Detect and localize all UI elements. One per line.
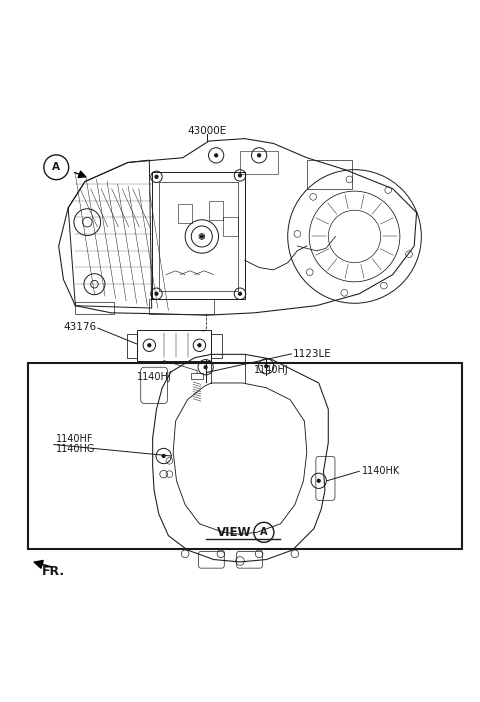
Bar [137,329,211,361]
Circle shape [258,154,261,157]
Bar [307,160,352,189]
Circle shape [162,455,165,458]
Circle shape [317,479,320,482]
Bar [223,218,238,237]
Circle shape [239,292,241,295]
Text: 1140HJ: 1140HJ [137,372,171,383]
Circle shape [200,235,203,238]
Circle shape [204,366,207,369]
Bar [211,334,222,358]
Text: 1140HG: 1140HG [56,444,96,453]
Text: 43000E: 43000E [187,126,226,136]
Circle shape [265,365,268,368]
Circle shape [215,154,217,157]
Circle shape [148,344,151,347]
Text: A: A [260,527,268,537]
Text: 1123LE: 1123LE [292,349,331,359]
Text: 1140HF: 1140HF [56,435,94,444]
Bar [75,302,114,314]
Text: VIEW: VIEW [217,526,252,539]
Bar [149,298,214,314]
Bar [192,373,203,379]
Bar [127,334,137,358]
Text: 1140HK: 1140HK [362,466,400,476]
Bar [209,201,223,220]
Text: FR.: FR. [42,565,65,578]
Circle shape [198,344,201,347]
Circle shape [239,174,241,177]
Text: A: A [52,161,60,172]
Circle shape [155,176,158,178]
Bar [240,150,278,174]
Bar [178,204,192,223]
Bar [159,182,238,291]
Text: 43176: 43176 [64,322,97,332]
Text: 1140HJ: 1140HJ [253,365,288,375]
Bar [152,172,245,298]
Circle shape [155,292,158,295]
Bar [28,363,462,549]
